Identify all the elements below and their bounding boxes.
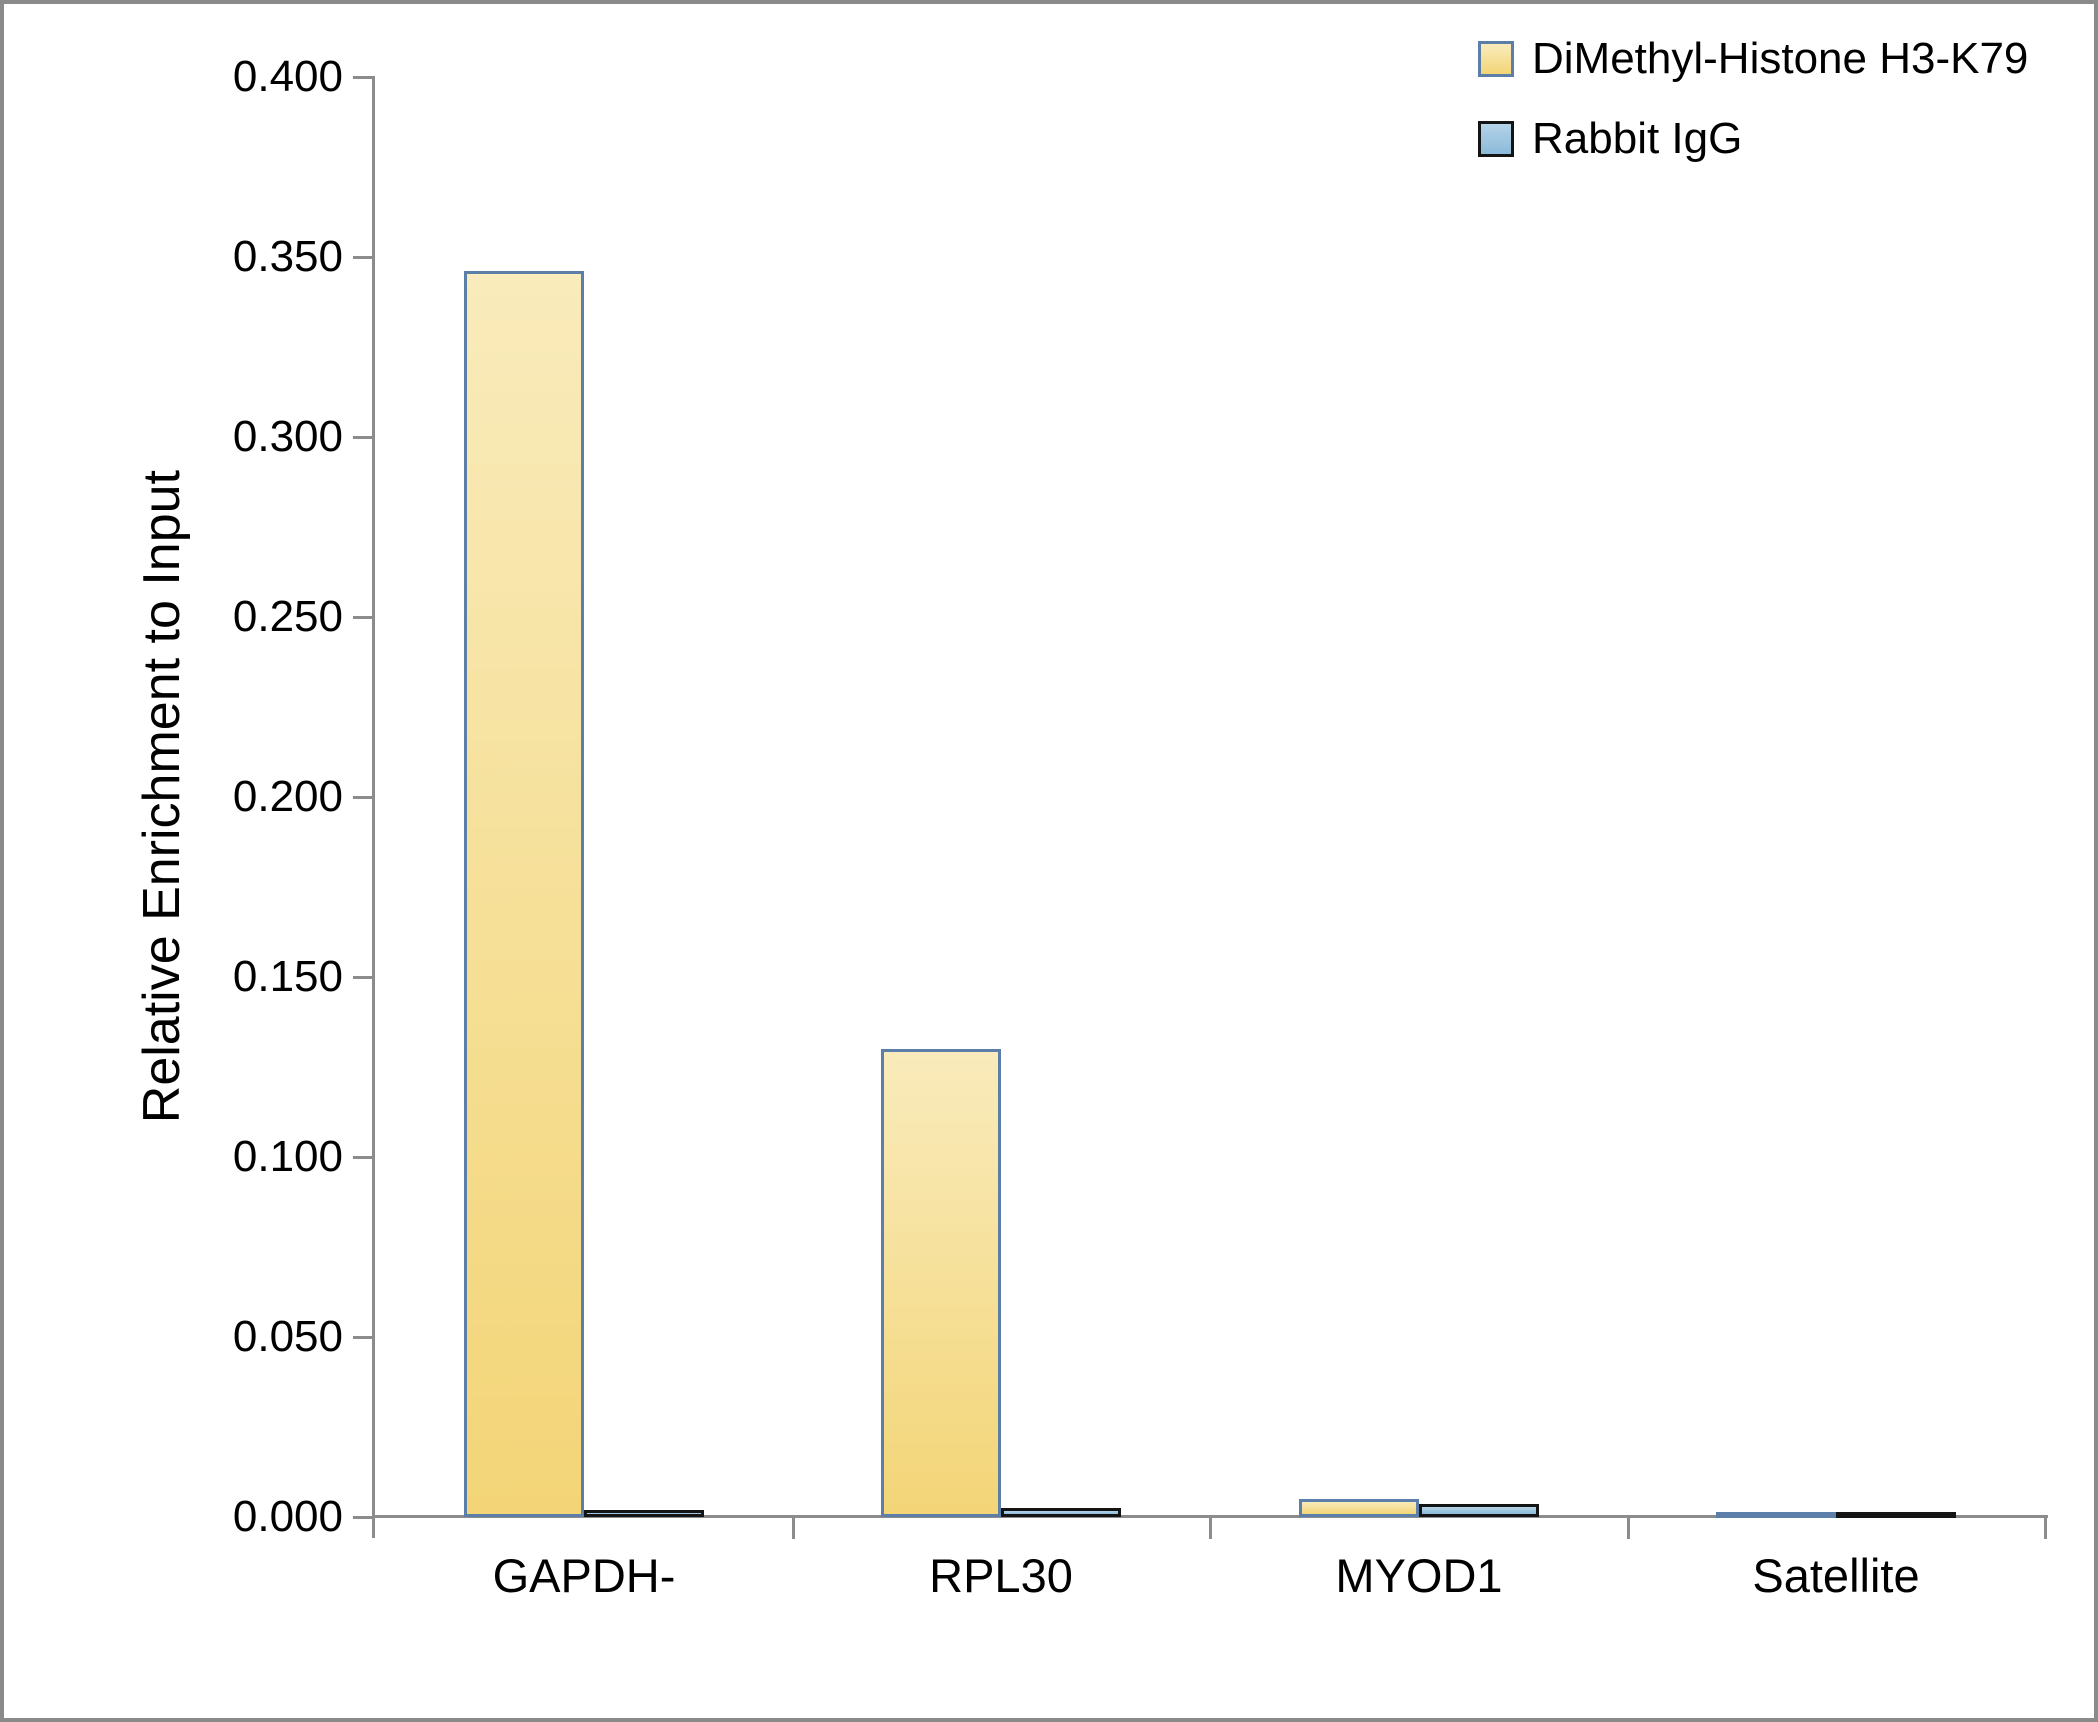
bar [1716, 1512, 1836, 1518]
bar [1419, 1504, 1539, 1517]
legend-label-series-0: DiMethyl-Histone H3-K79 [1532, 34, 2029, 83]
y-tick-label: 0.350 [232, 232, 343, 281]
y-tick-label: 0.100 [232, 1132, 343, 1181]
y-tick-label: 0.050 [232, 1312, 343, 1361]
y-tick-label: 0.400 [232, 52, 343, 101]
y-tick [353, 436, 375, 439]
y-tick [353, 796, 375, 799]
x-tick [2044, 1518, 2047, 1539]
y-tick [353, 1156, 375, 1159]
y-tick [353, 976, 375, 979]
y-tick-label: 0.250 [232, 592, 343, 641]
y-tick [353, 1336, 375, 1339]
x-category-label: Satellite [1752, 1549, 1920, 1602]
y-tick-label: 0.150 [232, 952, 343, 1001]
bar [464, 271, 584, 1517]
y-tick-label: 0.000 [232, 1492, 343, 1541]
bar [881, 1049, 1001, 1517]
legend-label-series-1: Rabbit IgG [1532, 114, 1743, 163]
x-tick [1209, 1518, 1212, 1539]
bar [1001, 1508, 1121, 1517]
y-tick-label: 0.300 [232, 412, 343, 461]
bar [1299, 1499, 1419, 1517]
x-tick [792, 1518, 795, 1539]
legend-item: DiMethyl-Histone H3-K79 [1478, 34, 2029, 83]
x-category-label: MYOD1 [1335, 1549, 1503, 1602]
bar [1836, 1512, 1956, 1518]
legend: DiMethyl-Histone H3-K79 Rabbit IgG [1478, 34, 2029, 196]
x-tick [1627, 1518, 1630, 1539]
legend-item: Rabbit IgG [1478, 114, 2028, 163]
y-tick [353, 1516, 375, 1519]
x-category-label: RPL30 [929, 1549, 1073, 1602]
y-tick [353, 616, 375, 619]
y-tick [353, 76, 375, 79]
y-axis-line [372, 77, 375, 1538]
legend-swatch-series-1 [1478, 121, 1514, 157]
y-tick [353, 256, 375, 259]
x-axis-line [372, 1515, 2048, 1518]
legend-swatch-series-0 [1478, 41, 1514, 77]
y-tick-label: 0.200 [232, 772, 343, 821]
bar [584, 1510, 704, 1517]
x-category-label: GAPDH- [492, 1549, 676, 1602]
